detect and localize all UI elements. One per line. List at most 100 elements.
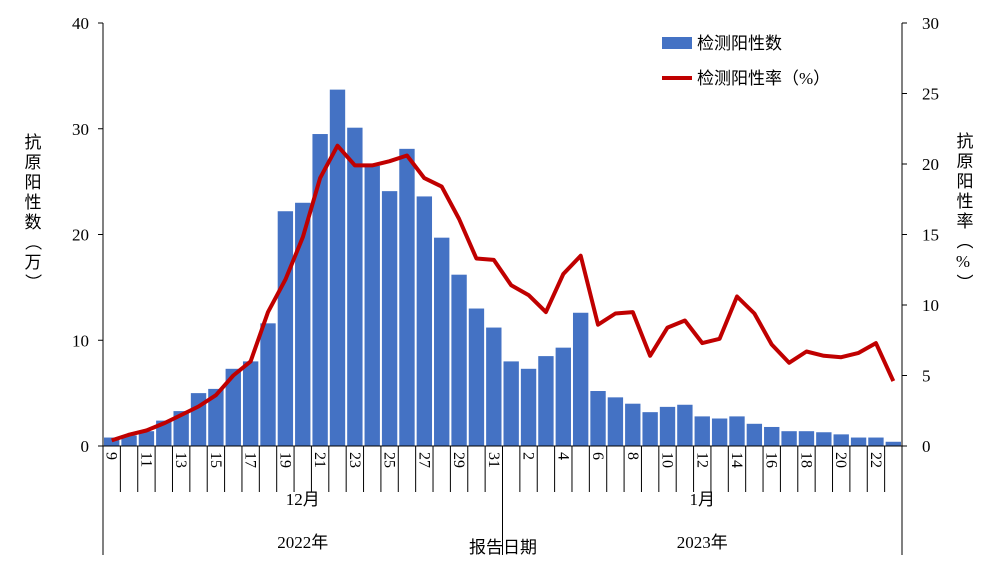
x-tick-label: 17 xyxy=(242,452,259,468)
y-axis-title-char: 抗 xyxy=(25,133,42,152)
bar xyxy=(729,416,745,446)
bar xyxy=(225,368,241,446)
bar xyxy=(329,89,346,446)
bar xyxy=(451,274,467,446)
x-tick-label: 8 xyxy=(624,452,641,460)
bar xyxy=(746,423,763,446)
bar xyxy=(711,418,728,446)
bar xyxy=(486,327,502,446)
x-tick-label: 14 xyxy=(728,452,745,468)
x-tick-label: 12 xyxy=(693,452,710,468)
bar xyxy=(781,431,797,446)
y-axis-title-char: 数 xyxy=(25,213,42,232)
bar xyxy=(173,411,189,446)
y-tick-label: 20 xyxy=(72,226,89,245)
bar xyxy=(347,127,363,446)
bar xyxy=(694,416,710,446)
bar xyxy=(260,323,276,446)
y-axis-title-char: 性 xyxy=(25,193,42,212)
bar xyxy=(364,165,380,446)
legend-bar-swatch xyxy=(662,37,692,49)
x-tick-label: 4 xyxy=(554,452,571,460)
bar xyxy=(607,397,624,446)
legend-line-label: 检测阳性率（%） xyxy=(697,69,830,88)
bar xyxy=(764,426,780,446)
bar xyxy=(381,191,398,446)
bar xyxy=(312,134,328,446)
y-tick-label: 0 xyxy=(81,437,90,456)
bar xyxy=(295,202,311,446)
x-tick-label: 15 xyxy=(207,452,224,468)
y2-tick-label: 25 xyxy=(922,85,939,104)
x-tick-label: 27 xyxy=(415,452,432,468)
x-tick-label: 11 xyxy=(137,452,154,467)
month-label: 12月 xyxy=(286,490,320,509)
y-tick-label: 30 xyxy=(72,120,89,139)
bar xyxy=(277,211,294,446)
bar xyxy=(520,368,537,446)
bar xyxy=(555,347,571,446)
y-axis-title-char: （ xyxy=(23,234,42,251)
x-tick-label: 19 xyxy=(276,452,293,468)
bar xyxy=(468,308,485,446)
bar xyxy=(885,441,901,446)
y-axis-title-char: 原 xyxy=(25,153,42,172)
y2-tick-label: 0 xyxy=(922,437,931,456)
y-axis-title-char: 万 xyxy=(25,253,42,272)
x-tick-label: 21 xyxy=(311,452,328,468)
x-tick-label: 18 xyxy=(797,452,814,468)
legend: 检测阳性数 检测阳性率（%） xyxy=(662,34,830,88)
bar xyxy=(868,437,884,446)
x-tick-label: 10 xyxy=(659,452,676,468)
x-tick-label: 2 xyxy=(520,452,537,460)
bar xyxy=(816,432,832,446)
bar xyxy=(590,391,606,446)
y2-tick-label: 30 xyxy=(922,14,939,33)
bar xyxy=(659,406,676,446)
bar xyxy=(850,437,867,446)
bar xyxy=(572,312,589,446)
axes: 0 10 20 30 40 0 5 10 15 20 25 30 9 11 13 15 17 19 21 23 25 27… xyxy=(72,14,939,555)
x-tick-label: 16 xyxy=(763,452,780,468)
x-tick-label: 31 xyxy=(485,452,502,468)
y2-tick-label: 10 xyxy=(922,296,939,315)
year-label: 2022年 xyxy=(277,533,328,552)
rate-series-line xyxy=(111,143,896,443)
bar xyxy=(138,431,155,446)
x-axis-title: 报告日期 xyxy=(469,538,537,557)
month-label: 1月 xyxy=(690,490,716,509)
bar xyxy=(642,412,658,446)
x-tick-label: 6 xyxy=(589,452,606,460)
bars xyxy=(104,89,901,446)
bar xyxy=(121,435,137,446)
bar xyxy=(833,434,849,446)
x-tick-label: 25 xyxy=(381,452,398,468)
y-tick-label: 40 xyxy=(72,14,89,33)
y2-axis-title: 抗原阳性率（%） xyxy=(954,132,974,294)
bar xyxy=(798,431,815,446)
x-tick-label: 29 xyxy=(450,452,467,468)
y-axis-title-char: ） xyxy=(23,274,42,291)
bar xyxy=(399,148,415,446)
x-tick-label: 9 xyxy=(103,452,120,460)
rate-line xyxy=(111,143,896,443)
year-label: 2023年 xyxy=(677,533,728,552)
x-tick-label: 13 xyxy=(172,452,189,468)
bar xyxy=(416,196,433,446)
y-tick-label: 10 xyxy=(72,331,89,350)
x-tick-label: 20 xyxy=(832,452,849,468)
bar xyxy=(538,356,554,446)
bar xyxy=(242,361,259,446)
x-tick-label: 22 xyxy=(867,452,884,468)
bar xyxy=(208,388,224,446)
bar xyxy=(677,404,693,446)
bar xyxy=(104,437,120,446)
x-tick-label: 23 xyxy=(346,452,363,468)
y2-tick-label: 20 xyxy=(922,155,939,174)
bar xyxy=(625,403,641,446)
y2-tick-label: 5 xyxy=(922,367,931,386)
bar xyxy=(503,361,519,446)
y-axis-title-char: 阳 xyxy=(25,173,42,192)
